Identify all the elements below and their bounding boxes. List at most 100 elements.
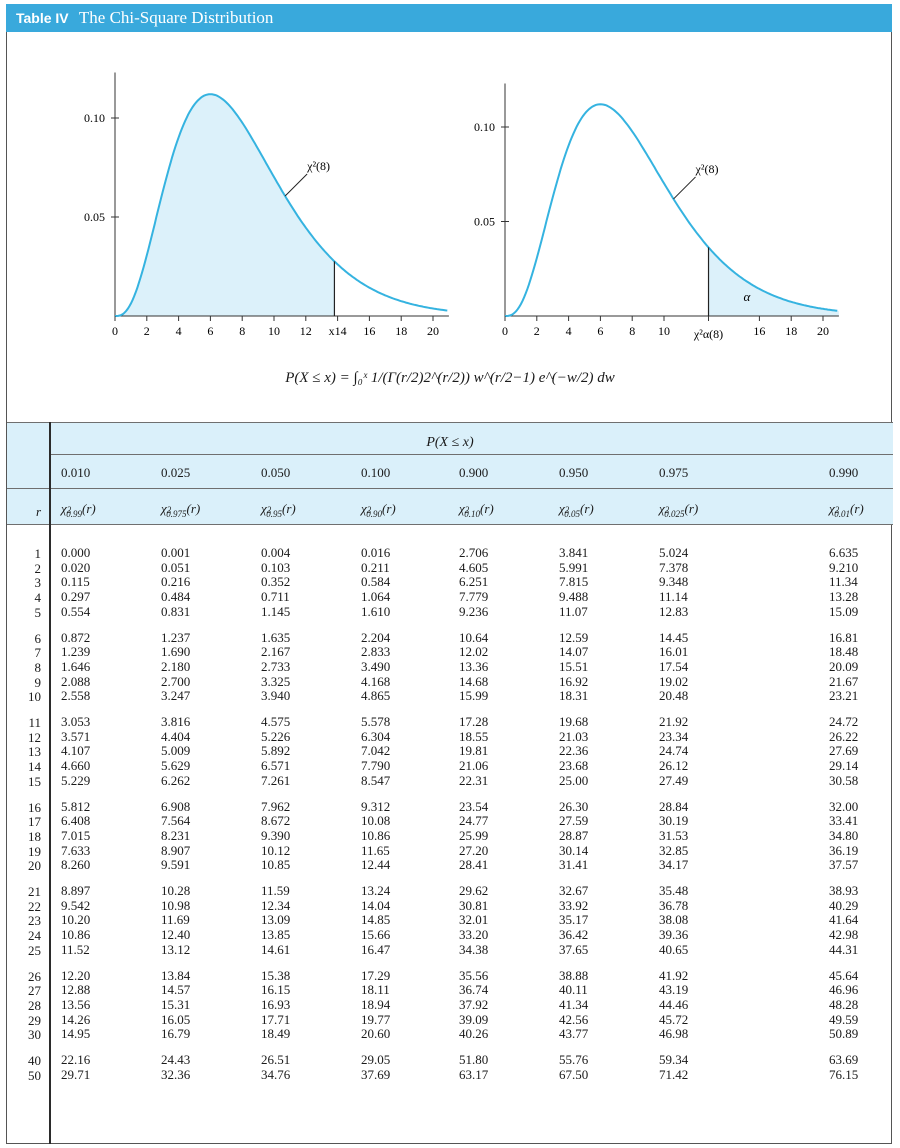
table-cell: 0.484 xyxy=(161,589,191,605)
table-cell: 22.36 xyxy=(559,743,589,759)
row-r-value: 22 xyxy=(28,898,41,914)
table-cell: 1.690 xyxy=(161,644,191,660)
table-cell: 6.908 xyxy=(161,798,191,814)
table-cell: 27.69 xyxy=(829,743,859,759)
table-cell: 63.17 xyxy=(459,1066,489,1082)
table-cell: 34.80 xyxy=(829,827,859,843)
table-cell: 26.30 xyxy=(559,798,589,814)
table-cell: 48.28 xyxy=(829,996,859,1012)
table-cell: 9.348 xyxy=(659,574,689,590)
table-cell: 27.49 xyxy=(659,772,689,788)
table-cell: 0.016 xyxy=(361,545,391,560)
table-cell: 43.77 xyxy=(559,1026,589,1042)
table-cell: 2.700 xyxy=(161,673,191,689)
table-cell: 5.578 xyxy=(361,714,391,729)
table-cell: 19.77 xyxy=(361,1011,391,1027)
table-cell: 0.554 xyxy=(61,603,91,619)
right-x-tick-label: 10 xyxy=(658,324,670,338)
row-r-value: 24 xyxy=(28,928,41,944)
table-cell: 15.38 xyxy=(261,967,291,983)
table-cell: 43.19 xyxy=(659,982,689,998)
table-cell: 9.210 xyxy=(829,559,859,575)
table-cell: 1.237 xyxy=(161,629,191,645)
table-cell: 11.52 xyxy=(61,941,90,957)
right-x-tick-label: 18 xyxy=(785,324,797,338)
table-cell: 35.56 xyxy=(459,967,489,983)
table-cell: 14.07 xyxy=(559,644,589,660)
row-r-value: 12 xyxy=(28,729,41,745)
table-cell: 21.67 xyxy=(829,673,859,689)
chi-square-symbol-header: χ20.99(r) xyxy=(61,501,96,520)
table-cell: 9.390 xyxy=(261,827,291,843)
row-r-value: 50 xyxy=(28,1067,41,1083)
table-cell: 27.20 xyxy=(459,842,489,858)
row-r-value: 40 xyxy=(28,1053,41,1068)
table-cell: 23.34 xyxy=(659,728,689,744)
table-cell: 0.051 xyxy=(161,559,191,575)
table-row: 4 0.297 0.484 0.711 1.064 7.779 9.488 11.14 13.2… xyxy=(7,589,893,606)
table-cell: 10.86 xyxy=(361,827,391,843)
table-cell: 18.48 xyxy=(829,644,859,660)
table-cell: 4.605 xyxy=(459,559,489,575)
table-cell: 36.42 xyxy=(559,927,589,943)
table-cell: 12.44 xyxy=(361,857,391,873)
table-row: 22 9.542 10.98 12.34 14.04 30.81 33.92 36.78 40.… xyxy=(7,897,893,914)
left-x-tick-label: 0 xyxy=(112,324,118,338)
table-cell: 51.80 xyxy=(459,1052,489,1067)
table-row: 30 14.95 16.79 18.49 20.60 40.26 43.77 46.98 50.… xyxy=(7,1026,893,1043)
table-cell: 5.812 xyxy=(61,798,91,814)
prob-column-header: 0.990 xyxy=(829,465,859,480)
table-cell: 0.216 xyxy=(161,574,191,590)
table-cell: 23.21 xyxy=(829,688,859,704)
table-cell: 46.98 xyxy=(659,1026,689,1042)
table-cell: 7.633 xyxy=(61,842,91,858)
row-r-value: 25 xyxy=(28,942,41,958)
table-cell: 0.297 xyxy=(61,589,91,605)
table-cell: 8.547 xyxy=(361,772,391,788)
table-cell: 7.962 xyxy=(261,798,291,814)
table-cell: 18.11 xyxy=(361,982,390,998)
table-row: 8 1.646 2.180 2.733 3.490 13.36 15.51 17.54 20.0… xyxy=(7,659,893,675)
header-top-rule xyxy=(7,422,893,423)
table-row: 11 3.053 3.816 4.575 5.578 17.28 19.68 21.92 24.… xyxy=(7,714,893,731)
table-cell: 67.50 xyxy=(559,1066,589,1082)
row-r-value: 26 xyxy=(28,968,41,984)
table-cell: 11.14 xyxy=(659,589,688,605)
table-cell: 55.76 xyxy=(559,1052,589,1067)
table-cell: 8.260 xyxy=(61,857,91,873)
table-cell: 2.558 xyxy=(61,688,91,704)
table-cell: 18.49 xyxy=(261,1026,291,1042)
header-band-probabilities xyxy=(7,422,893,494)
table-cell: 33.20 xyxy=(459,927,489,943)
right-x-tick-label: 0 xyxy=(502,324,508,338)
table-cell: 18.94 xyxy=(361,996,391,1012)
title-bar: Table IV The Chi-Square Distribution xyxy=(6,4,892,32)
table-cell: 0.831 xyxy=(161,603,191,619)
table-cell: 6.304 xyxy=(361,728,391,744)
row-r-value: 16 xyxy=(28,799,41,815)
table-cell: 11.07 xyxy=(559,603,588,619)
table-cell: 5.991 xyxy=(559,559,589,575)
table-cell: 17.28 xyxy=(459,714,489,729)
left-x-tick-label: 4 xyxy=(176,324,182,338)
table-cell: 1.145 xyxy=(261,603,291,619)
table-cell: 34.17 xyxy=(659,857,689,873)
table-cell: 10.28 xyxy=(161,883,191,898)
chi-square-symbol-header: χ20.90(r) xyxy=(361,501,396,520)
table-cell: 45.72 xyxy=(659,1011,689,1027)
table-cell: 41.64 xyxy=(829,912,859,928)
table-cell: 5.024 xyxy=(659,545,689,560)
table-cell: 0.115 xyxy=(61,574,90,590)
right-y-tick-label: 0.05 xyxy=(474,215,495,229)
table-cell: 59.34 xyxy=(659,1052,689,1067)
left-x-tick-label: 10 xyxy=(268,324,280,338)
table-cell: 10.98 xyxy=(161,897,191,913)
table-cell: 15.66 xyxy=(361,927,391,943)
table-cell: 49.59 xyxy=(829,1011,859,1027)
left-curve-label: χ²(8) xyxy=(306,159,330,173)
table-cell: 7.779 xyxy=(459,589,489,605)
table-cell: 9.591 xyxy=(161,857,191,873)
table-cell: 19.81 xyxy=(459,743,489,759)
table-cell: 37.57 xyxy=(829,857,859,873)
chi-square-symbol-header: χ20.05(r) xyxy=(559,501,594,520)
